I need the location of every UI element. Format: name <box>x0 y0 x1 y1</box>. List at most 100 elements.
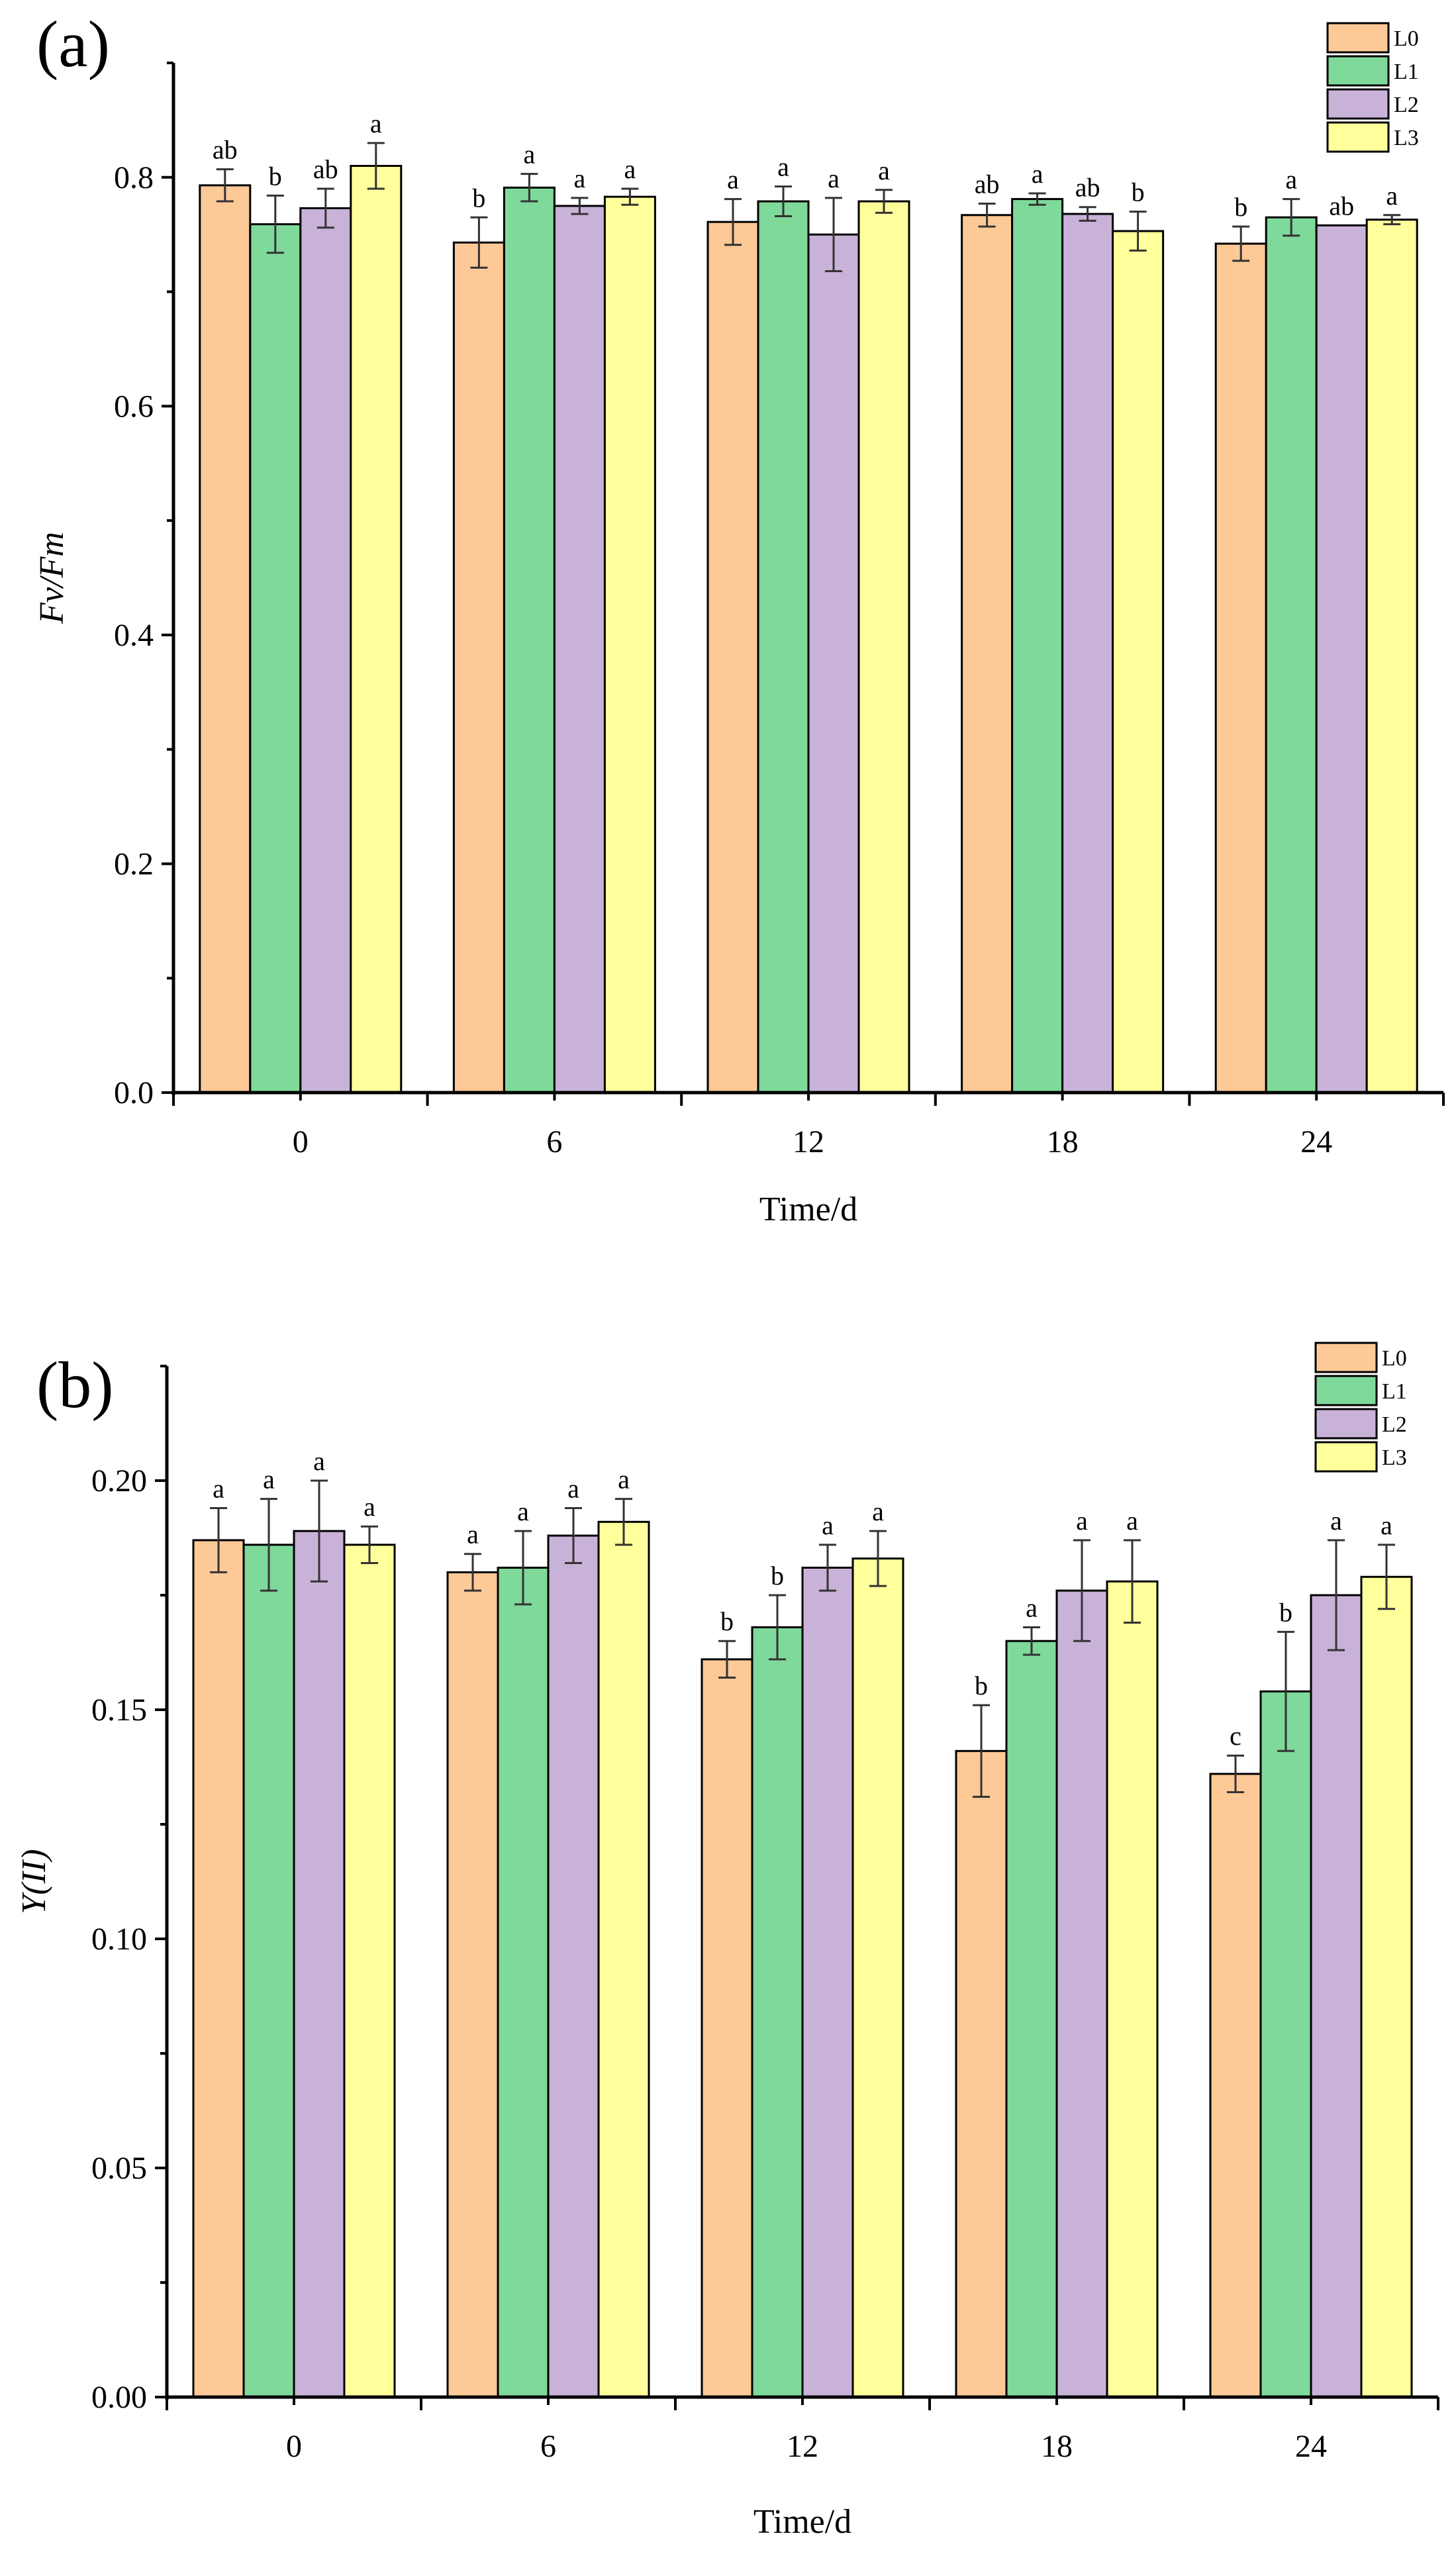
y-axis-title: Fv/Fm <box>33 532 71 624</box>
error-bar-l0-0 <box>210 1507 227 1573</box>
bar-l0-18 <box>955 1749 1008 2398</box>
bar-l1-24 <box>1265 216 1318 1094</box>
significance-label: a <box>1032 159 1043 189</box>
significance-label: a <box>828 164 840 193</box>
y-tick-label: 0.8 <box>114 160 154 195</box>
panel-label: (b) <box>36 1348 114 1422</box>
significance-label: ab <box>313 154 338 184</box>
panel-label: (a) <box>36 7 110 81</box>
legend: L0 L1 L2 L3 <box>1314 1342 1407 1473</box>
error-bar-l0-12 <box>724 198 742 246</box>
significance-label: b <box>1279 1597 1292 1627</box>
bar-l2-24 <box>1315 224 1368 1094</box>
error-bar-l3-6 <box>615 1498 632 1546</box>
error-bar-l0-18 <box>978 203 996 228</box>
bar-l2-18 <box>1061 213 1114 1094</box>
error-bar-l2-0 <box>311 1479 328 1583</box>
x-tick-label: 12 <box>793 1124 824 1159</box>
significance-label: a <box>467 1520 479 1549</box>
legend-label-l3: L3 <box>1394 126 1419 150</box>
x-tick-label: 24 <box>1295 2429 1327 2464</box>
error-bar-l1-18 <box>1023 1626 1040 1656</box>
bar-l2-6 <box>547 1534 600 2398</box>
legend-swatch-l2 <box>1326 88 1390 120</box>
y-tick-label: 0.05 <box>91 2151 147 2186</box>
significance-label: ab <box>975 170 1000 199</box>
significance-label: c <box>1230 1721 1241 1751</box>
x-axis-title: Time/d <box>759 1191 857 1228</box>
error-bar-l1-24 <box>1277 1630 1294 1752</box>
legend-label-l1: L1 <box>1382 1379 1407 1404</box>
bar-l3-6 <box>597 1520 650 2398</box>
error-bar-l3-24 <box>1378 1544 1395 1610</box>
x-tick-label: 0 <box>293 1124 309 1159</box>
significance-label: a <box>1330 1506 1342 1536</box>
bar-l2-18 <box>1055 1589 1108 2398</box>
significance-label: a <box>574 164 586 193</box>
bar-l1-24 <box>1259 1690 1312 2398</box>
significance-label: ab <box>1329 191 1354 221</box>
bar-l1-0 <box>242 1544 295 2398</box>
significance-label: a <box>370 109 382 138</box>
significance-label: a <box>1076 1506 1088 1536</box>
significance-label: a <box>567 1474 579 1504</box>
y-tick-label: 0.4 <box>114 618 154 653</box>
significance-label: b <box>269 161 282 191</box>
bar-l1-0 <box>249 223 302 1094</box>
error-bar-l2-12 <box>825 197 842 272</box>
error-bar-l2-24 <box>1328 1539 1345 1651</box>
legend-label-l1: L1 <box>1394 60 1419 84</box>
legend-swatch-l3 <box>1326 121 1390 153</box>
bar-l1-12 <box>757 200 810 1094</box>
error-bar-l3-12 <box>875 189 893 214</box>
significance-label: a <box>1026 1593 1038 1622</box>
bar-l2-0 <box>293 1530 346 2398</box>
significance-label: a <box>1386 181 1398 211</box>
y-tick-label: 0.15 <box>91 1693 147 1728</box>
error-bar-l3-6 <box>621 187 639 206</box>
bar-l2-24 <box>1310 1594 1363 2398</box>
x-axis-title: Time/d <box>753 2503 851 2541</box>
significance-label: a <box>878 156 890 185</box>
chart-y-ii: (b) a a b b c a a b a b a a a a a a a a a a 0.00 0.05 0.10 0.15 0… <box>15 1342 1439 2541</box>
legend-label-l3: L3 <box>1382 1446 1407 1470</box>
error-bar-l2-18 <box>1079 206 1096 222</box>
x-tick-label: 18 <box>1047 1124 1079 1159</box>
error-bar-l2-18 <box>1073 1539 1091 1642</box>
error-bar-l1-18 <box>1028 192 1046 206</box>
error-bar-l1-0 <box>266 194 284 254</box>
bar-l0-0 <box>199 184 252 1094</box>
bar-l3-18 <box>1106 1580 1159 2398</box>
error-bar-l2-0 <box>316 187 334 229</box>
x-tick-label: 24 <box>1300 1124 1332 1159</box>
significance-label: a <box>524 140 536 170</box>
bar-l1-18 <box>1011 198 1064 1094</box>
significance-label: a <box>1381 1510 1392 1540</box>
significance-label: a <box>618 1465 630 1495</box>
y-tick-label: 0.00 <box>91 2380 147 2415</box>
x-tick-label: 12 <box>787 2429 818 2464</box>
significance-label: b <box>975 1671 988 1700</box>
error-bar-l1-0 <box>260 1498 277 1592</box>
x-tick-label: 6 <box>540 2429 556 2464</box>
bar-l0-24 <box>1214 242 1267 1094</box>
error-bar-l1-24 <box>1283 198 1300 237</box>
error-bar-l2-6 <box>571 197 589 215</box>
significance-label: ab <box>213 135 238 165</box>
significance-label: a <box>213 1474 224 1504</box>
significance-label: a <box>872 1497 884 1526</box>
legend-label-l2: L2 <box>1382 1412 1407 1437</box>
legend-label-l2: L2 <box>1394 93 1419 117</box>
significance-label: b <box>720 1606 734 1636</box>
legend-swatch-l2 <box>1314 1408 1378 1440</box>
bar-l0-6 <box>446 1571 499 2398</box>
bar-l3-0 <box>343 1544 396 2398</box>
x-tick-label: 0 <box>286 2429 302 2464</box>
error-bar-l1-12 <box>769 1594 786 1661</box>
significance-label: a <box>727 165 739 195</box>
error-bar-l3-12 <box>869 1530 887 1587</box>
y-tick-label: 0.6 <box>114 389 154 424</box>
bar-l0-12 <box>706 221 759 1094</box>
y-tick-label: 0.10 <box>91 1922 147 1957</box>
